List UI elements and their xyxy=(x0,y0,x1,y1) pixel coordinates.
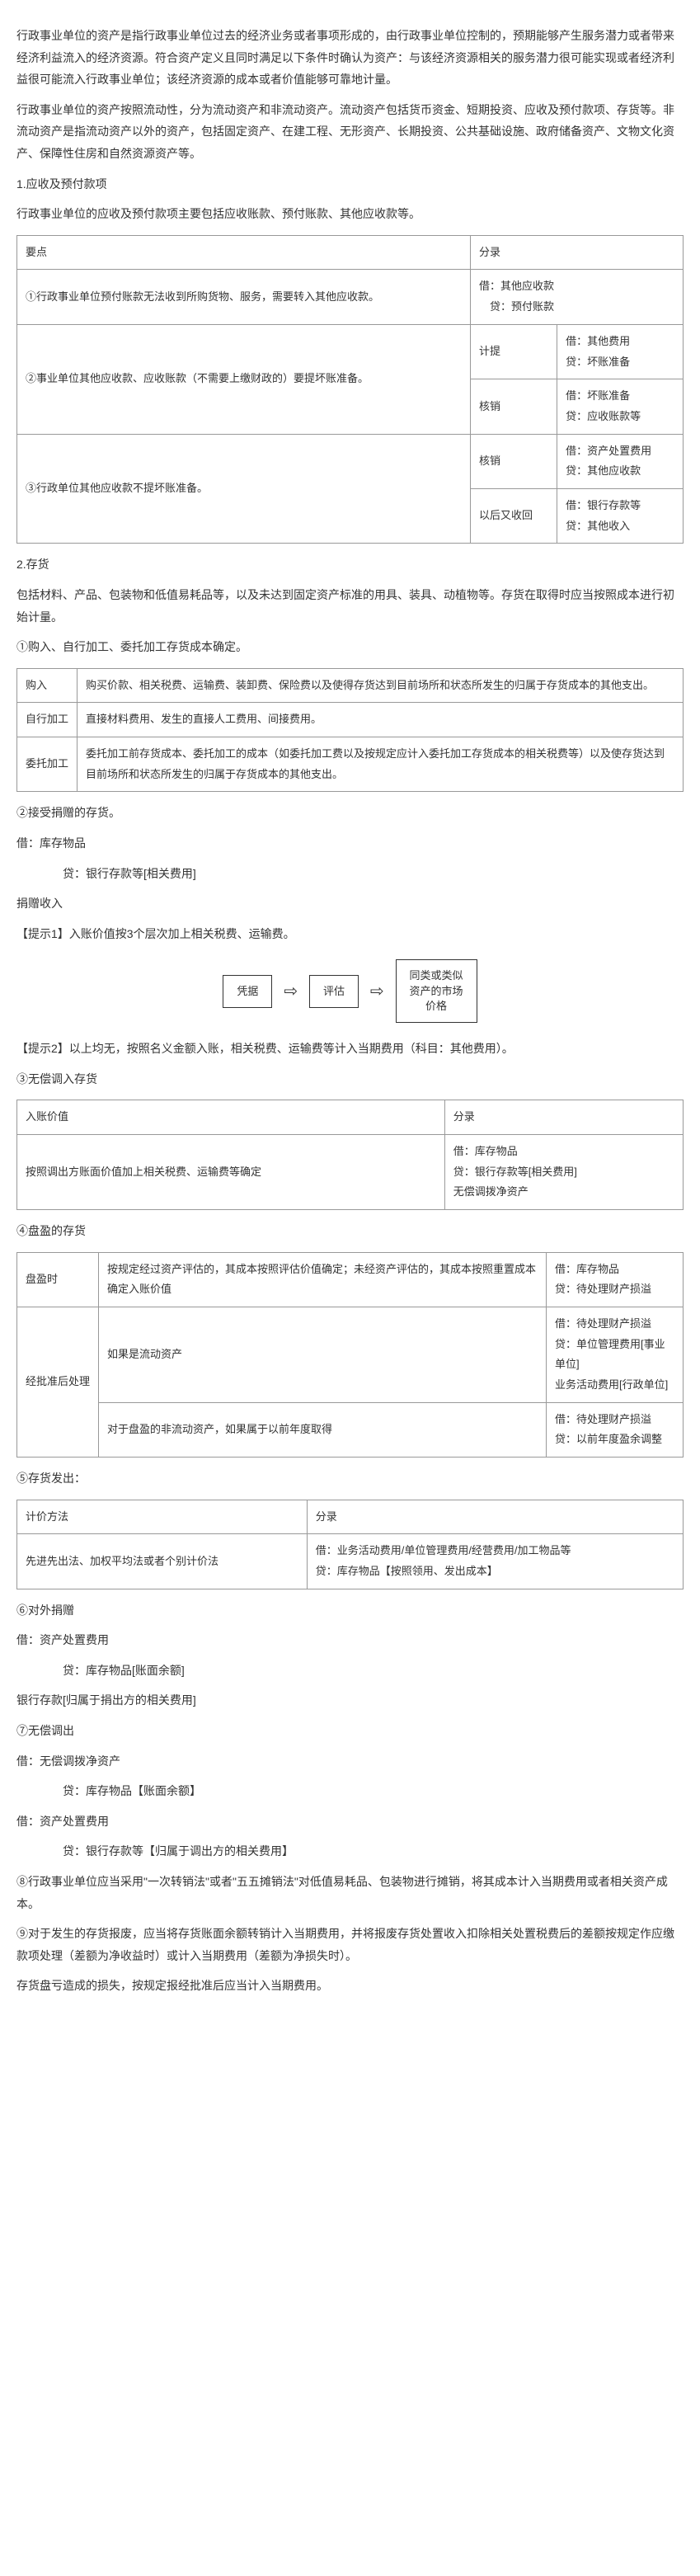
e1: 借：库存物品 xyxy=(16,832,684,855)
sec2-sub8: ⑧行政事业单位应当采用"一次转销法"或者"五五摊销法"对低值易耗品、包装物进行摊… xyxy=(16,1871,684,1914)
t4r1b1: 借：业务活动费用/单位管理费用/经营费用/加工物品等 xyxy=(316,1541,674,1561)
d2: 贷：库存物品【账面余额】 xyxy=(16,1780,684,1802)
t3r2c: 借：待处理财产损溢 贷：单位管理费用[事业单位] 业务活动费用[行政单位] xyxy=(547,1307,684,1402)
r1b1: 借：其他应收款 xyxy=(479,276,674,297)
t3r2a: 经批准后处理 xyxy=(17,1307,99,1457)
t3r3c2: 贷：以前年度盈余调整 xyxy=(555,1429,674,1450)
sec1-p1: 行政事业单位的应收及预付款项主要包括应收账款、预付账款、其他应收款等。 xyxy=(16,203,684,225)
th-points: 要点 xyxy=(17,235,471,270)
tip1: 【提示1】入账价值按3个层次加上相关税费、运输费。 xyxy=(16,923,684,945)
e3: 捐赠收入 xyxy=(16,892,684,915)
r2a1: 借：其他费用 xyxy=(566,332,674,352)
t3r2c1: 借：待处理财产损溢 xyxy=(555,1314,674,1335)
t3r1c1: 借：库存物品 xyxy=(555,1260,674,1280)
t4r1b2: 贷：库存物品【按照领用、发出成本】 xyxy=(316,1561,674,1582)
t2r1a: 按照调出方账面价值加上相关税费、运输费等确定 xyxy=(17,1134,445,1209)
t3r2c3: 业务活动费用[行政单位] xyxy=(555,1375,674,1396)
c3: 银行存款[归属于捐出方的相关费用] xyxy=(16,1689,684,1712)
t1r2b: 直接材料费用、发生的直接人工费用、间接费用。 xyxy=(78,703,684,737)
d1: 借：无偿调拨净资产 xyxy=(16,1750,684,1773)
t3r1c: 借：库存物品 贷：待处理财产损溢 xyxy=(547,1252,684,1307)
r2b2: 贷：应收账款等 xyxy=(566,407,674,427)
sec2-sub6: ⑥对外捐赠 xyxy=(16,1599,684,1622)
r3a2: 贷：其他应收款 xyxy=(566,461,674,482)
t3r3b: 对于盘盈的非流动资产，如果属于以前年度取得 xyxy=(99,1402,547,1457)
sec1-table: 要点 分录 ①行政事业单位预付账款无法收到所购货物、服务，需要转入其他应收款。 … xyxy=(16,235,684,544)
r3a: 核销 xyxy=(471,434,557,488)
flow-b3: 同类或类似 资产的市场 价格 xyxy=(396,959,477,1023)
r3a-entry: 借：资产处置费用 贷：其他应收款 xyxy=(557,434,684,488)
t2h2: 分录 xyxy=(444,1100,683,1135)
intro-p1: 行政事业单位的资产是指行政事业单位过去的经济业务或者事项形成的，由行政事业单位控… xyxy=(16,25,684,91)
t3r2c2: 贷：单位管理费用[事业单位] xyxy=(555,1335,674,1375)
flow-b1: 凭据 xyxy=(223,975,272,1008)
t4r1b: 借：业务活动费用/单位管理费用/经营费用/加工物品等 贷：库存物品【按照领用、发… xyxy=(307,1534,683,1589)
flow-b2: 评估 xyxy=(309,975,359,1008)
t1r3a: 委托加工 xyxy=(17,737,78,792)
tip2: 【提示2】以上均无，按照名义金额入账，相关税费、运输费等计入当期费用（科目：其他… xyxy=(16,1038,684,1060)
d3: 借：资产处置费用 xyxy=(16,1811,684,1833)
t1r2a: 自行加工 xyxy=(17,703,78,737)
sec2-sub5: ⑤存货发出： xyxy=(16,1467,684,1490)
sec2-sub10: 存货盘亏造成的损失，按规定报经批准后应当计入当期费用。 xyxy=(16,1975,684,1997)
t3r1b: 按规定经过资产评估的，其成本按照评估价值确定；未经资产评估的，其成本按照重置成本… xyxy=(99,1252,547,1307)
r3c1: ③行政单位其他应收款不提坏账准备。 xyxy=(17,434,471,544)
r3b1: 借：银行存款等 xyxy=(566,496,674,516)
t1r3b: 委托加工前存货成本、委托加工的成本（如委托加工费以及按规定应计入委托加工存货成本… xyxy=(78,737,684,792)
t2r1b3: 无偿调拨净资产 xyxy=(453,1182,674,1203)
r2a2: 贷：坏账准备 xyxy=(566,352,674,373)
r2b: 核销 xyxy=(471,379,557,434)
t2r1b: 借：库存物品 贷：银行存款等[相关费用] 无偿调拨净资产 xyxy=(444,1134,683,1209)
th-entry: 分录 xyxy=(471,235,684,270)
c1: 借：资产处置费用 xyxy=(16,1629,684,1651)
t3r1a: 盘盈时 xyxy=(17,1252,99,1307)
sec2-sub9: ⑨对于发生的存货报废，应当将存货账面余额转销计入当期费用，并将报废存货处置收入扣… xyxy=(16,1923,684,1966)
t1r1b: 购买价款、相关税费、运输费、装卸费、保险费以及使得存货达到目前场所和状态所发生的… xyxy=(78,668,684,703)
sec2-t2: 入账价值 分录 按照调出方账面价值加上相关税费、运输费等确定 借：库存物品 贷：… xyxy=(16,1100,684,1210)
c2: 贷：库存物品[账面余额] xyxy=(16,1660,684,1682)
sec1-title: 1.应收及预付款项 xyxy=(16,173,684,195)
sec2-sub1: ①购入、自行加工、委托加工存货成本确定。 xyxy=(16,636,684,658)
e2: 贷：银行存款等[相关费用] xyxy=(16,863,684,885)
r1c1: ①行政事业单位预付账款无法收到所购货物、服务，需要转入其他应收款。 xyxy=(17,270,471,324)
sec2-t3: 盘盈时 按规定经过资产评估的，其成本按照评估价值确定；未经资产评估的，其成本按照… xyxy=(16,1252,684,1458)
t4h2: 分录 xyxy=(307,1500,683,1534)
r3b-entry: 借：银行存款等 贷：其他收入 xyxy=(557,488,684,543)
r3b2: 贷：其他收入 xyxy=(566,516,674,537)
t4h1: 计价方法 xyxy=(17,1500,308,1534)
t4r1a: 先进先出法、加权平均法或者个别计价法 xyxy=(17,1534,308,1589)
t1r1a: 购入 xyxy=(17,668,78,703)
r2b1: 借：坏账准备 xyxy=(566,386,674,407)
sec2-t1: 购入 购买价款、相关税费、运输费、装卸费、保险费以及使得存货达到目前场所和状态所… xyxy=(16,668,684,793)
sec2-title: 2.存货 xyxy=(16,553,684,576)
r1b2: 贷：预付账款 xyxy=(479,297,674,318)
t2h1: 入账价值 xyxy=(17,1100,445,1135)
r2a: 计提 xyxy=(471,324,557,379)
sec2-sub3: ③无偿调入存货 xyxy=(16,1068,684,1090)
r1c2: 借：其他应收款 贷：预付账款 xyxy=(471,270,684,324)
sec2-p1: 包括材料、产品、包装物和低值易耗品等，以及未达到固定资产标准的用具、装具、动植物… xyxy=(16,584,684,628)
flowchart: 凭据 ⇨ 评估 ⇨ 同类或类似 资产的市场 价格 xyxy=(16,959,684,1023)
r2c1: ②事业单位其他应收款、应收账款（不需要上缴财政的）要提坏账准备。 xyxy=(17,324,471,434)
d4: 贷：银行存款等【归属于调出方的相关费用】 xyxy=(16,1840,684,1863)
sec2-sub7: ⑦无偿调出 xyxy=(16,1720,684,1742)
sec2-t4: 计价方法 分录 先进先出法、加权平均法或者个别计价法 借：业务活动费用/单位管理… xyxy=(16,1500,684,1589)
r3b: 以后又收回 xyxy=(471,488,557,543)
t3r2b: 如果是流动资产 xyxy=(99,1307,547,1402)
r2b-entry: 借：坏账准备 贷：应收账款等 xyxy=(557,379,684,434)
sec2-sub2: ②接受捐赠的存货。 xyxy=(16,802,684,824)
arrow-icon: ⇨ xyxy=(284,976,298,1007)
t2r1b2: 贷：银行存款等[相关费用] xyxy=(453,1162,674,1183)
t3r1c2: 贷：待处理财产损溢 xyxy=(555,1279,674,1300)
intro-p2: 行政事业单位的资产按照流动性，分为流动资产和非流动资产。流动资产包括货币资金、短… xyxy=(16,99,684,165)
t2r1b1: 借：库存物品 xyxy=(453,1142,674,1162)
sec2-sub4: ④盘盈的存货 xyxy=(16,1220,684,1242)
t3r3c1: 借：待处理财产损溢 xyxy=(555,1410,674,1430)
arrow-icon: ⇨ xyxy=(370,976,384,1007)
r3a1: 借：资产处置费用 xyxy=(566,441,674,462)
t3r3c: 借：待处理财产损溢 贷：以前年度盈余调整 xyxy=(547,1402,684,1457)
r2a-entry: 借：其他费用 贷：坏账准备 xyxy=(557,324,684,379)
